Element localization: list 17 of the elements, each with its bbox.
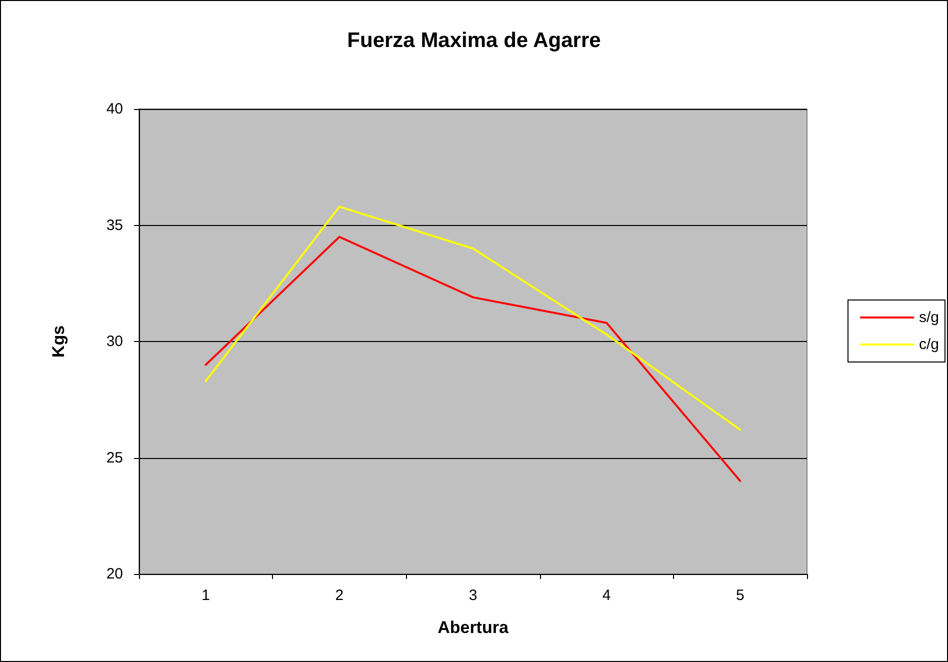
legend-label: c/g [918,336,940,353]
y-tick-label: 25 [106,449,123,466]
x-axis-title: Abertura [438,618,509,637]
y-tick-label: 40 [106,100,123,118]
x-tick-label: 4 [602,587,611,604]
x-tick-label: 3 [468,587,478,604]
y-tick-label: 35 [106,216,123,234]
y-tick-label: 20 [106,566,123,582]
x-tick-label: 2 [335,587,344,604]
line-series [204,236,742,482]
line-series [204,206,742,431]
x-tick-label: 1 [202,587,210,604]
x-tick-label: 5 [736,587,744,604]
y-tick-label: 30 [106,333,123,350]
legend-label: s/g [918,309,940,326]
y-axis-title: Kgs [49,325,68,358]
chart-title: Fuerza Maxima de Agarre [347,29,601,52]
